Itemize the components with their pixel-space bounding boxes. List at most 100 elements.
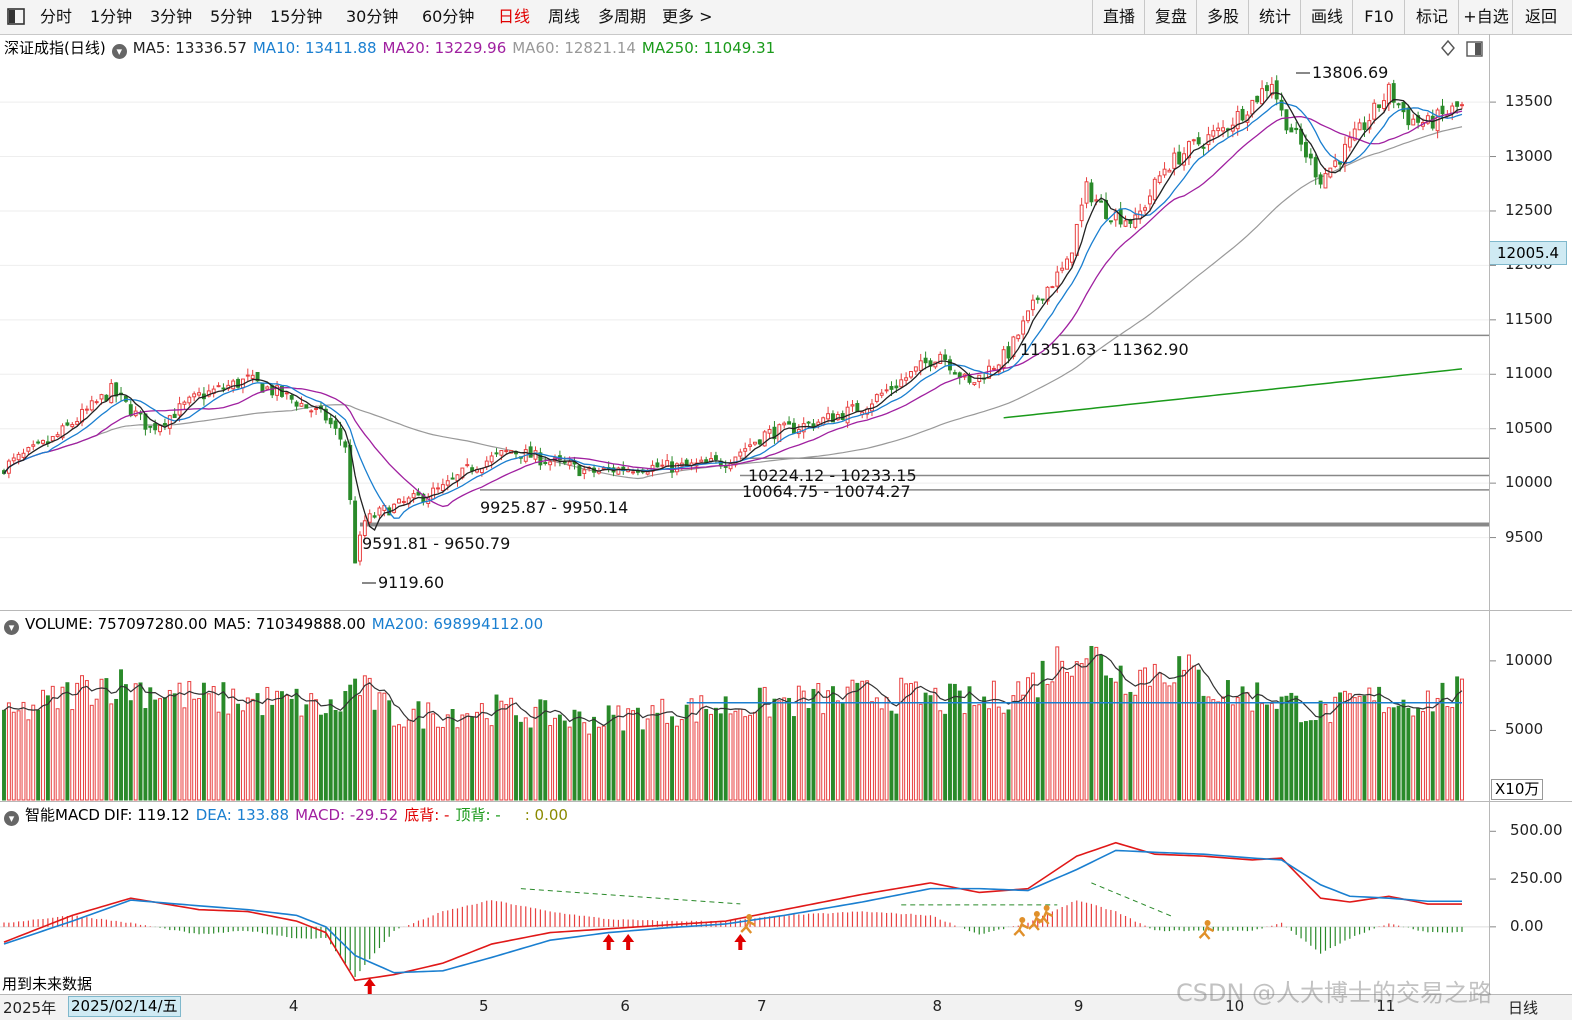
candle-body bbox=[187, 396, 192, 404]
period-tab-0[interactable]: 分时 bbox=[40, 7, 73, 26]
volume-bar bbox=[299, 715, 304, 801]
candle-body bbox=[850, 404, 855, 407]
price-tick-label: 11000 bbox=[1505, 364, 1553, 383]
collapse-icon[interactable]: ▾ bbox=[4, 620, 19, 635]
candle-body bbox=[1304, 142, 1308, 158]
period-tab-6[interactable]: 60分钟 bbox=[422, 7, 475, 26]
volume-bar bbox=[592, 716, 596, 801]
volume-bar bbox=[1182, 669, 1187, 801]
toolbar-button-3[interactable]: 统计 bbox=[1248, 0, 1301, 34]
ma60-readout: MA60: 12821.14 bbox=[512, 39, 636, 57]
candle-body bbox=[343, 441, 348, 448]
period-tab-8[interactable]: 周线 bbox=[548, 7, 581, 26]
toolbar-button-1[interactable]: 复盘 bbox=[1144, 0, 1197, 34]
period-tab-1[interactable]: 1分钟 bbox=[90, 7, 133, 26]
window-icon[interactable] bbox=[6, 0, 26, 34]
volume-bar bbox=[265, 686, 270, 801]
volume-bar bbox=[884, 697, 889, 801]
volume-bar bbox=[1191, 665, 1196, 801]
volume-bar bbox=[553, 717, 557, 801]
volume-bar bbox=[1372, 700, 1377, 801]
volume-bar bbox=[865, 680, 870, 801]
volume-bar bbox=[250, 698, 255, 801]
volume-bar bbox=[323, 713, 328, 801]
volume-bar bbox=[621, 730, 626, 801]
candle-body bbox=[1391, 83, 1396, 103]
ma60-line bbox=[3, 126, 1463, 480]
candle-body bbox=[1108, 220, 1113, 223]
volume-bar bbox=[1094, 646, 1099, 801]
toolbar-button-7[interactable]: +自选 bbox=[1458, 0, 1513, 34]
volume-bar bbox=[1264, 704, 1269, 801]
candle-body bbox=[338, 427, 343, 440]
candle-body bbox=[670, 461, 675, 473]
volume-bar bbox=[1250, 710, 1255, 801]
volume-bar bbox=[80, 675, 84, 801]
candle-body bbox=[582, 469, 587, 475]
candle-body bbox=[1289, 127, 1294, 133]
candle-body bbox=[289, 394, 294, 400]
candle-body bbox=[70, 424, 75, 428]
volume-bar bbox=[904, 683, 909, 801]
period-tab-2[interactable]: 3分钟 bbox=[150, 7, 193, 26]
volume-bar bbox=[596, 726, 601, 801]
volume-bar bbox=[577, 711, 582, 801]
period-tab-10[interactable]: 更多 > bbox=[662, 7, 713, 26]
candle-body bbox=[1425, 115, 1430, 124]
toolbar-button-2[interactable]: 多股 bbox=[1196, 0, 1249, 34]
extra-readout: : 0.00 bbox=[524, 806, 568, 824]
candle-body bbox=[114, 382, 119, 397]
volume-bar bbox=[674, 725, 679, 801]
candle-body bbox=[89, 400, 94, 411]
period-tab-4[interactable]: 15分钟 bbox=[270, 7, 323, 26]
macd-readout: MACD: -29.52 bbox=[295, 806, 399, 824]
candle-body bbox=[894, 385, 899, 389]
panel-toggle-icon[interactable] bbox=[1466, 40, 1484, 62]
volume-bar bbox=[1416, 708, 1421, 801]
period-tab-3[interactable]: 5分钟 bbox=[210, 7, 253, 26]
volume-bar bbox=[938, 710, 943, 801]
price-tick-label: 10500 bbox=[1505, 418, 1553, 437]
candle-body bbox=[1240, 108, 1245, 121]
period-tab-7[interactable]: 日线 bbox=[498, 7, 531, 26]
volume-bar bbox=[470, 716, 475, 801]
collapse-icon[interactable]: ▾ bbox=[111, 44, 127, 59]
candle-body bbox=[31, 444, 36, 447]
collapse-icon[interactable]: ▾ bbox=[4, 811, 19, 826]
candle-body bbox=[1172, 152, 1177, 169]
period-tab-9[interactable]: 多周期 bbox=[598, 7, 647, 26]
period-tab-5[interactable]: 30分钟 bbox=[346, 7, 399, 26]
candle-body bbox=[1460, 104, 1464, 107]
volume-bar bbox=[358, 695, 362, 801]
toolbar-button-4[interactable]: 画线 bbox=[1300, 0, 1353, 34]
volume-bar bbox=[1343, 690, 1347, 801]
volume-bar bbox=[1060, 660, 1065, 801]
volume-bar bbox=[782, 697, 787, 801]
volume-bar bbox=[55, 708, 60, 801]
candle-body bbox=[445, 480, 450, 486]
candle-body bbox=[874, 394, 879, 402]
toolbar-button-0[interactable]: 直播 bbox=[1092, 0, 1145, 34]
candle-body bbox=[699, 459, 704, 463]
diamond-icon[interactable] bbox=[1440, 39, 1456, 61]
volume-bar bbox=[197, 698, 202, 801]
volume-bar bbox=[284, 694, 289, 801]
volume-bar bbox=[699, 695, 704, 801]
candle-body bbox=[728, 463, 733, 470]
volume-bar bbox=[479, 703, 484, 801]
volume-bar bbox=[206, 693, 211, 801]
toolbar-button-5[interactable]: F10 bbox=[1352, 0, 1405, 34]
candle-body bbox=[328, 417, 333, 425]
volume-bar bbox=[704, 709, 709, 801]
volume-unit-label: X10万 bbox=[1491, 779, 1544, 800]
dif-readout: DIF: 119.12 bbox=[103, 806, 190, 824]
candle-body bbox=[143, 413, 148, 430]
toolbar-button-6[interactable]: 标记 bbox=[1404, 0, 1459, 34]
volume-bar bbox=[660, 698, 665, 801]
volume-bar bbox=[392, 725, 397, 801]
toolbar-button-8[interactable]: 返回 bbox=[1512, 0, 1569, 34]
divergence-line bbox=[520, 888, 741, 905]
volume-bar bbox=[1430, 711, 1435, 801]
volume-bar bbox=[465, 713, 470, 801]
